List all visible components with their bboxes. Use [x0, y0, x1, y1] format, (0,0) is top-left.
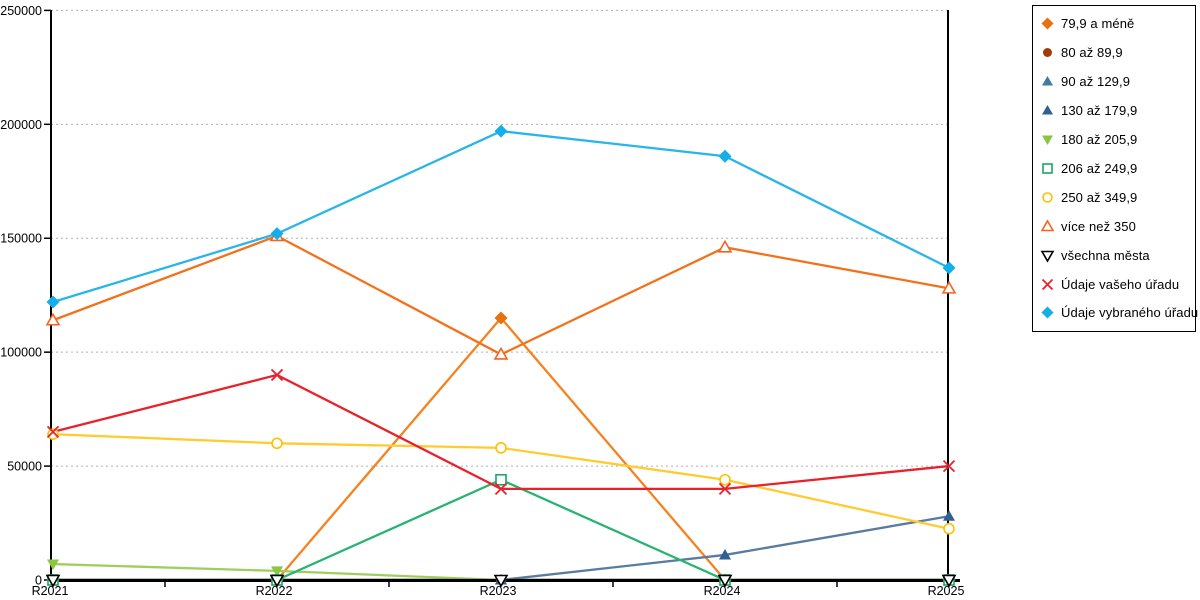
marker-diamond	[718, 149, 732, 163]
legend-item: 180 až 205,9	[1040, 127, 1193, 153]
y-axis-label: 200000	[0, 118, 42, 132]
legend-marker-triangle-down-icon	[1042, 135, 1053, 146]
marker-circle-open	[943, 522, 955, 535]
legend-item: více než 350	[1040, 213, 1193, 239]
marker-triangle-down	[47, 559, 59, 571]
legend-marker-diamond-icon	[1041, 306, 1054, 319]
series-line	[52, 373, 950, 491]
marker-triangle-up	[719, 548, 731, 560]
legend-marker-square-open-icon	[1042, 163, 1053, 174]
legend-item: Údaje vybraného úřadu	[1040, 300, 1198, 326]
series-line	[53, 515, 950, 582]
y-axis-label: 0	[35, 574, 42, 588]
legend-item: 206 až 249,9	[1040, 155, 1193, 181]
legend-marker-triangle-up-icon	[1042, 105, 1053, 115]
x-axis-label: R2021	[32, 584, 69, 598]
legend-label: 250 až 349,9	[1061, 189, 1138, 205]
legend-label: 180 až 205,9	[1061, 132, 1138, 148]
marker-triangle-up-open	[717, 239, 733, 253]
series-line	[52, 234, 950, 356]
series-markers	[45, 574, 957, 588]
marker-triangle-up-open	[941, 280, 957, 294]
marker-triangle-up-open	[1040, 219, 1055, 232]
series-markers	[47, 428, 955, 535]
x-axis-label: R2022	[256, 584, 293, 598]
marker-triangle-down	[271, 566, 283, 577]
legend-label: všechna města	[1061, 247, 1150, 263]
series-markers	[46, 124, 956, 309]
series-markers	[46, 368, 956, 496]
marker-triangle-up	[1042, 76, 1053, 86]
marker-circle-open	[1042, 192, 1053, 203]
marker-circle-open	[495, 442, 507, 454]
x-axis-label: R2025	[928, 584, 965, 598]
legend-label: 79,9 a méně	[1061, 16, 1135, 32]
marker-triangle-up-open	[493, 346, 509, 360]
chart-legend: 79,9 a méně 80 až 89,9 90 až 129,9 130 až 1…	[1032, 5, 1198, 332]
legend-label: Údaje vašeho úřadu	[1061, 276, 1180, 292]
marker-square-open	[495, 473, 507, 486]
y-axis-label: 150000	[0, 232, 42, 246]
marker-x	[718, 482, 732, 496]
marker-diamond	[46, 295, 60, 309]
y-axis-label: 50000	[7, 460, 42, 474]
series-markers	[45, 228, 957, 360]
marker-x	[942, 459, 956, 473]
marker-square-open	[1042, 163, 1053, 174]
legend-label: 206 až 249,9	[1061, 160, 1138, 176]
legend-marker-circle-icon	[1043, 48, 1052, 58]
marker-diamond	[494, 311, 508, 325]
legend-label: více než 350	[1061, 218, 1136, 234]
series-line	[53, 478, 949, 582]
marker-triangle-up	[943, 510, 955, 521]
marker-triangle-up-open	[45, 312, 61, 326]
marker-circle-open	[719, 473, 731, 486]
legend-item: 90 až 129,9	[1040, 69, 1193, 95]
legend-marker-triangle-up-open-icon	[1040, 219, 1055, 232]
legend-marker-diamond-icon	[1041, 17, 1054, 30]
marker-circle-open	[271, 437, 283, 450]
marker-diamond	[1041, 306, 1054, 319]
marker-circle-open	[47, 428, 59, 440]
legend-label: 130 až 179,9	[1061, 103, 1138, 119]
legend-label: 80 až 89,9	[1061, 45, 1123, 61]
legend-marker-circle-open-icon	[1042, 192, 1053, 203]
series-markers	[47, 510, 955, 585]
legend-marker-x-icon	[1041, 278, 1054, 290]
marker-triangle-down	[1042, 135, 1053, 146]
marker-triangle-down-open	[1040, 250, 1055, 263]
x-axis-label: R2024	[704, 584, 741, 598]
marker-triangle-down-open	[493, 574, 509, 588]
marker-triangle-up	[1042, 105, 1053, 115]
legend-label: 90 až 129,9	[1061, 74, 1131, 90]
marker-diamond	[942, 261, 956, 275]
legend-label: Údaje vybraného úřadu	[1061, 305, 1199, 321]
x-axis-label: R2023	[480, 584, 517, 598]
legend-marker-triangle-down-open-icon	[1040, 250, 1055, 263]
marker-x	[1041, 278, 1054, 290]
marker-circle	[1043, 48, 1052, 58]
marker-x	[46, 425, 60, 439]
legend-item: 130 až 179,9	[1040, 98, 1193, 124]
marker-diamond	[494, 124, 508, 138]
legend-item: 250 až 349,9	[1040, 184, 1193, 210]
legend-item: všechna města	[1040, 242, 1193, 268]
series-line	[52, 129, 950, 304]
marker-triangle-down-open	[717, 574, 733, 588]
y-axis-label: 250000	[0, 4, 42, 18]
legend-marker-triangle-up-icon	[1042, 76, 1053, 86]
legend-item: 80 až 89,9	[1040, 40, 1193, 66]
marker-triangle-down-open	[941, 574, 957, 588]
marker-x	[270, 368, 284, 382]
marker-triangle-down-open	[269, 574, 285, 588]
y-axis-label: 100000	[0, 346, 42, 360]
legend-item: Údaje vašeho úřadu	[1040, 271, 1193, 297]
legend-item: 79,9 a méně	[1040, 11, 1193, 37]
marker-x	[494, 482, 508, 496]
marker-diamond	[1041, 17, 1054, 30]
marker-triangle-down-open	[45, 574, 61, 588]
marker-diamond	[270, 227, 284, 241]
